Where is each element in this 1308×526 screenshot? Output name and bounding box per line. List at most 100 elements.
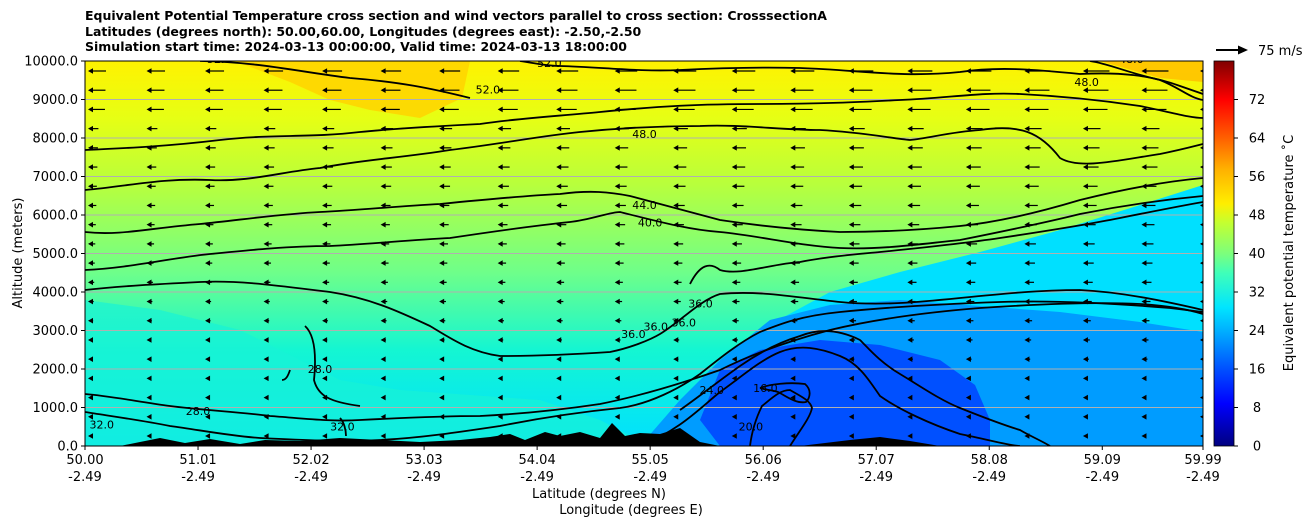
contour-label: 36.0 — [621, 328, 646, 341]
wind-arrow — [497, 68, 520, 74]
wind-arrow — [731, 164, 746, 170]
x-tick-label-lon: -2.49 — [746, 470, 780, 485]
y-tick-label: 9000.0 — [33, 93, 79, 108]
wind-arrow — [263, 125, 276, 132]
wind-arrow — [1082, 241, 1095, 247]
contour-label: 28.0 — [186, 405, 211, 418]
wind-arrow — [1200, 242, 1203, 246]
x-tick-label-lat: 59.99 — [1184, 453, 1221, 468]
wind-arrow — [614, 394, 620, 401]
wind-arrow — [322, 317, 328, 324]
wind-arrow — [1200, 146, 1203, 150]
wind-arrow — [907, 221, 920, 228]
x-tick-label-lon: -2.49 — [633, 470, 667, 485]
wind-arrow — [263, 356, 269, 362]
wind-arrow — [673, 356, 679, 362]
wind-arrow — [380, 356, 386, 362]
wind-arrow — [205, 145, 216, 151]
wind-arrow — [88, 241, 96, 247]
wind-arrow — [848, 125, 865, 132]
wind-arrow — [848, 433, 854, 439]
wind-arrow — [848, 394, 854, 401]
contour-label: 36.0 — [688, 297, 713, 310]
wind-arrow — [1200, 223, 1203, 227]
wind-arrow — [146, 241, 155, 247]
wind-arrow — [614, 317, 622, 324]
wind-arrow — [497, 183, 509, 190]
wind-arrow — [1141, 145, 1159, 151]
wind-arrow — [731, 298, 740, 305]
wind-arrow — [1082, 68, 1110, 74]
wind-arrow — [1141, 298, 1151, 305]
y-tick-label: 7000.0 — [33, 170, 79, 185]
wind-arrow — [380, 68, 402, 74]
wind-arrow — [556, 145, 570, 151]
wind-arrow — [848, 337, 856, 343]
y-axis: 0.0 1000.0 2000.0 3000.0 4000.0 5000.0 6000.0 7… — [24, 55, 85, 455]
wind-arrow — [439, 279, 447, 286]
wind-arrow — [1082, 202, 1097, 209]
x-tick-label-lon: -2.49 — [859, 470, 893, 485]
wind-arrow — [790, 356, 796, 362]
wind-arrow — [731, 394, 737, 401]
wind-arrow — [614, 221, 626, 228]
wind-arrow — [673, 183, 686, 190]
wind-arrow — [614, 375, 620, 382]
contour-label: 48.0 — [632, 128, 657, 141]
wind-arrow — [380, 394, 386, 401]
wind-arrow — [673, 87, 696, 94]
wind-arrow — [673, 145, 688, 151]
wind-arrow — [439, 68, 461, 74]
wind-arrow — [205, 413, 211, 420]
wind-arrow — [1024, 375, 1030, 382]
wind-arrow — [731, 337, 738, 343]
x-tick-label-lon: -2.49 — [1186, 470, 1220, 485]
wind-arrow — [965, 164, 981, 170]
wind-arrow — [497, 298, 505, 305]
wind-arrow — [1024, 260, 1035, 266]
wind-arrow — [439, 221, 449, 228]
wind-arrow — [1024, 279, 1034, 286]
wind-arrow — [1024, 125, 1042, 132]
wind-arrow — [88, 394, 93, 401]
wind-arrow — [1200, 69, 1203, 73]
contour-28 — [85, 300, 1203, 442]
contour-48 — [85, 92, 1203, 151]
wind-arrow — [146, 68, 166, 74]
wind-arrow — [848, 106, 872, 113]
wind-arrow — [380, 87, 401, 94]
wind-arrow — [322, 145, 334, 151]
wind-arrow — [556, 241, 566, 247]
wind-arrow — [731, 221, 743, 228]
contour-24 — [679, 330, 1051, 446]
wind-arrow — [673, 125, 688, 132]
wind-arrow — [1200, 107, 1203, 112]
wind-arrow — [907, 433, 913, 439]
wind-arrow — [965, 375, 971, 382]
wind-arrow — [88, 279, 95, 286]
wind-arrow — [1082, 433, 1088, 439]
wind-arrow — [1141, 221, 1155, 228]
wind-arrow — [1200, 299, 1203, 304]
wind-arrow — [1024, 183, 1039, 190]
wind-arrow — [1082, 260, 1094, 266]
wind-arrow — [497, 221, 508, 228]
contour-16 — [759, 382, 811, 404]
wind-arrow — [88, 106, 105, 113]
wind-arrow — [1141, 87, 1168, 94]
wind-arrow — [965, 260, 977, 266]
wind-arrow — [146, 125, 158, 132]
wind-arrow — [556, 317, 563, 324]
wind-arrow — [673, 394, 679, 401]
wind-arrow — [497, 164, 510, 170]
wind-arrow — [263, 433, 269, 439]
wind-arrow — [848, 413, 854, 420]
wind-arrow — [965, 202, 979, 209]
wind-arrow — [907, 87, 932, 94]
wind-arrow — [731, 202, 744, 209]
wind-arrow — [1200, 357, 1203, 361]
wind-arrow — [1082, 87, 1109, 94]
wind-arrow — [380, 145, 393, 151]
plot-area: 52.0 52.052.048.048.048.044.040.036.036.0… — [85, 61, 1203, 446]
wind-arrow — [497, 260, 507, 266]
